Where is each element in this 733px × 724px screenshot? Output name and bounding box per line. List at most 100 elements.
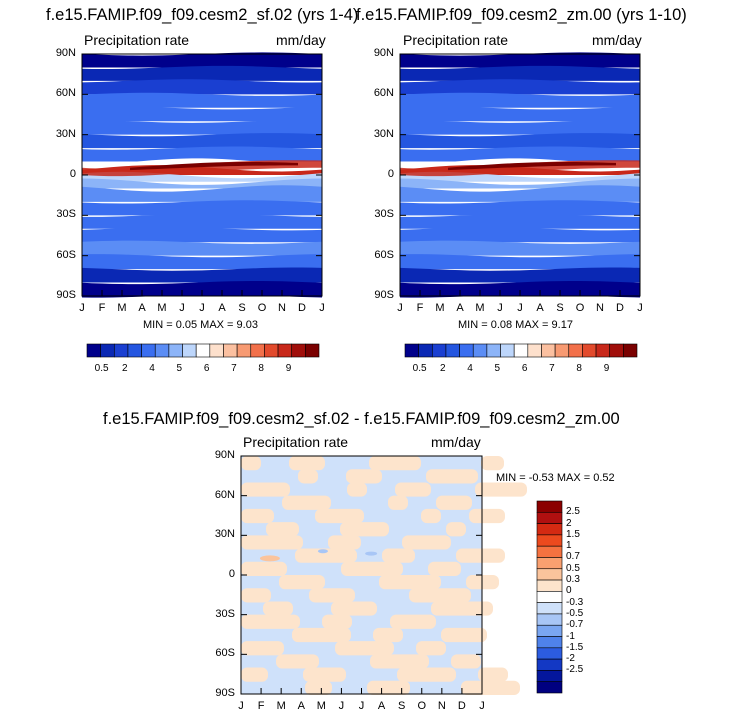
chart-1-colorbar-cell (236, 343, 252, 358)
chart-3-warm-patch (328, 535, 361, 550)
chart-3-warm-patch (478, 667, 508, 682)
chart-1-colorbar-cell (209, 343, 224, 358)
chart-3-title: f.e15.FAMIP.f09_f09.cesm2_sf.02 - f.e15.… (103, 410, 620, 428)
chart-1-ytick-label: 90S (56, 289, 76, 301)
chart-3-colorbar-cell (536, 591, 563, 603)
chart-3-colorbar-cell (536, 670, 563, 683)
chart-1-colorbar-cell (168, 343, 183, 358)
chart-3-warm-patch (416, 641, 446, 656)
chart-3-warm-patch (426, 469, 478, 484)
chart-3-warm-patch (397, 667, 456, 682)
chart-2-plot (399, 52, 641, 298)
chart-3-colorbar-cell (536, 579, 563, 592)
chart-2-colorbar-cell (513, 343, 529, 358)
chart-1-xtick-label: F (98, 302, 106, 314)
chart-1-units-label: mm/day (276, 32, 326, 48)
chart-3-warm-patch (322, 614, 352, 629)
chart-2-zone-band (400, 119, 640, 135)
chart-3-xtick-label: J (479, 700, 485, 712)
chart-1-colorbar-cell (277, 343, 293, 358)
chart-3-warm-patch (315, 508, 364, 524)
chart-1-ytick-label: 90N (55, 47, 76, 59)
chart-3-colorbar-label: 1.5 (566, 528, 580, 540)
chart-3-warm-patch (481, 456, 504, 471)
chart-1-xtick-label: D (298, 302, 306, 314)
chart-2-ytick-label: 30N (373, 127, 394, 140)
chart-3-stats: MIN = -0.53 MAX = 0.52 (496, 472, 615, 484)
chart-3-warm-patch (331, 601, 377, 616)
chart-1-colorbar-label: 4 (149, 363, 155, 374)
chart-2-colorbar-label: 9 (603, 363, 610, 374)
chart-3-colorbar-cell (536, 658, 563, 671)
chart-2-units-label: mm/day (592, 32, 642, 48)
chart-3-colorbar-cell (536, 523, 563, 536)
chart-1-ytick-label: 30N (55, 127, 76, 140)
chart-3-colorbar-cell (536, 647, 563, 660)
chart-1-ytick-label: 60S (56, 248, 76, 261)
chart-3-colorbar-label: 0.7 (566, 551, 580, 563)
chart-2-colorbar-cell (609, 343, 624, 358)
chart-3-warm-patch (289, 456, 325, 471)
chart-3-warm-patch (446, 522, 466, 537)
chart-2-colorbar-label: 6 (521, 363, 528, 374)
chart-3-warm-patch (303, 667, 346, 682)
chart-3-warm-patch (266, 522, 299, 537)
chart-3-variable-label: Precipitation rate (243, 434, 349, 450)
chart-2-zone-band (400, 185, 640, 202)
chart-3-warm-patch (367, 680, 410, 695)
chart-2-zone-band (400, 200, 640, 216)
chart-1-colorbar-cell (250, 343, 265, 358)
chart-3-colorbar-label: 0 (566, 585, 572, 597)
chart-3-colorbar-label: 2 (566, 517, 572, 529)
chart-3-colorbar-label: 2.5 (566, 506, 580, 518)
chart-2-colorbar-cell (418, 343, 433, 358)
chart-3-warm-patch (456, 548, 505, 563)
chart-3-colorbar-label: -0.3 (566, 596, 584, 608)
chart-3-xtick-label: A (377, 700, 386, 712)
chart-3-warm-patch (241, 588, 271, 603)
chart-2-colorbar-label: 2 (439, 363, 446, 374)
chart-2-ytick-label: 60S (374, 248, 394, 261)
chart-3-warm-patch (428, 561, 461, 576)
chart-1-zone-band (82, 267, 322, 283)
chart-1-colorbar-cell (127, 343, 142, 358)
chart-3-colorbar-label: 0.5 (566, 562, 580, 574)
chart-2-xtick-label: S (556, 302, 564, 314)
chart-1-colorbar-cell (100, 343, 115, 358)
chart-1-xtick-label: A (218, 302, 226, 314)
chart-1-colorbar-label: 2 (121, 363, 128, 374)
chart-2-zone-band (400, 133, 640, 149)
chart-2-title: f.e15.FAMIP.f09_f09.cesm2_zm.00 (yrs 1-1… (356, 6, 687, 24)
chart-2-zone-band (400, 227, 640, 243)
chart-3-colorbar-label: -2.5 (566, 664, 584, 676)
chart-3-warm-patch (451, 654, 481, 669)
chart-1-xtick-label: N (278, 302, 286, 314)
chart-2-colorbar-cell (459, 343, 474, 358)
chart-1-zone-band (82, 213, 322, 229)
chart-2-colorbar-label: 7 (549, 363, 555, 374)
chart-3-xtick-label: F (257, 700, 265, 712)
chart-2-zone-band (400, 240, 640, 256)
chart-3-colorbar-label: 1 (566, 540, 572, 552)
chart-1-title: f.e15.FAMIP.f09_f09.cesm2_sf.02 (yrs 1-4… (46, 6, 359, 24)
chart-1-zone-band (82, 185, 322, 202)
chart-3-colorbar (536, 500, 563, 694)
chart-2-ytick-label: 0 (387, 168, 394, 180)
chart-1-ytick-label: 60N (55, 87, 76, 100)
chart-1-xtick-label: A (138, 302, 146, 314)
chart-3-warm-patch (309, 588, 355, 603)
chart-2-colorbar-cell (623, 343, 638, 358)
chart-1-colorbar-cell (113, 343, 129, 358)
chart-1-stats: MIN = 0.05 MAX = 9.03 (143, 319, 258, 331)
chart-1-zone-band (82, 79, 322, 95)
chart-3-warm-patch (341, 561, 403, 576)
chart-3-ytick-label: 60N (214, 488, 235, 501)
chart-3-xtick-label: J (358, 700, 365, 712)
chart-3-warm-patch (346, 469, 382, 484)
chart-3-warm-patch (241, 482, 290, 497)
chart-3-colorbar-cell (536, 613, 563, 626)
chart-1-colorbar-label: 0.5 (94, 363, 109, 374)
chart-1-colorbar-cell (141, 343, 156, 358)
chart-3-warm-patch (279, 575, 325, 590)
chart-3-warm-patch (340, 522, 389, 537)
